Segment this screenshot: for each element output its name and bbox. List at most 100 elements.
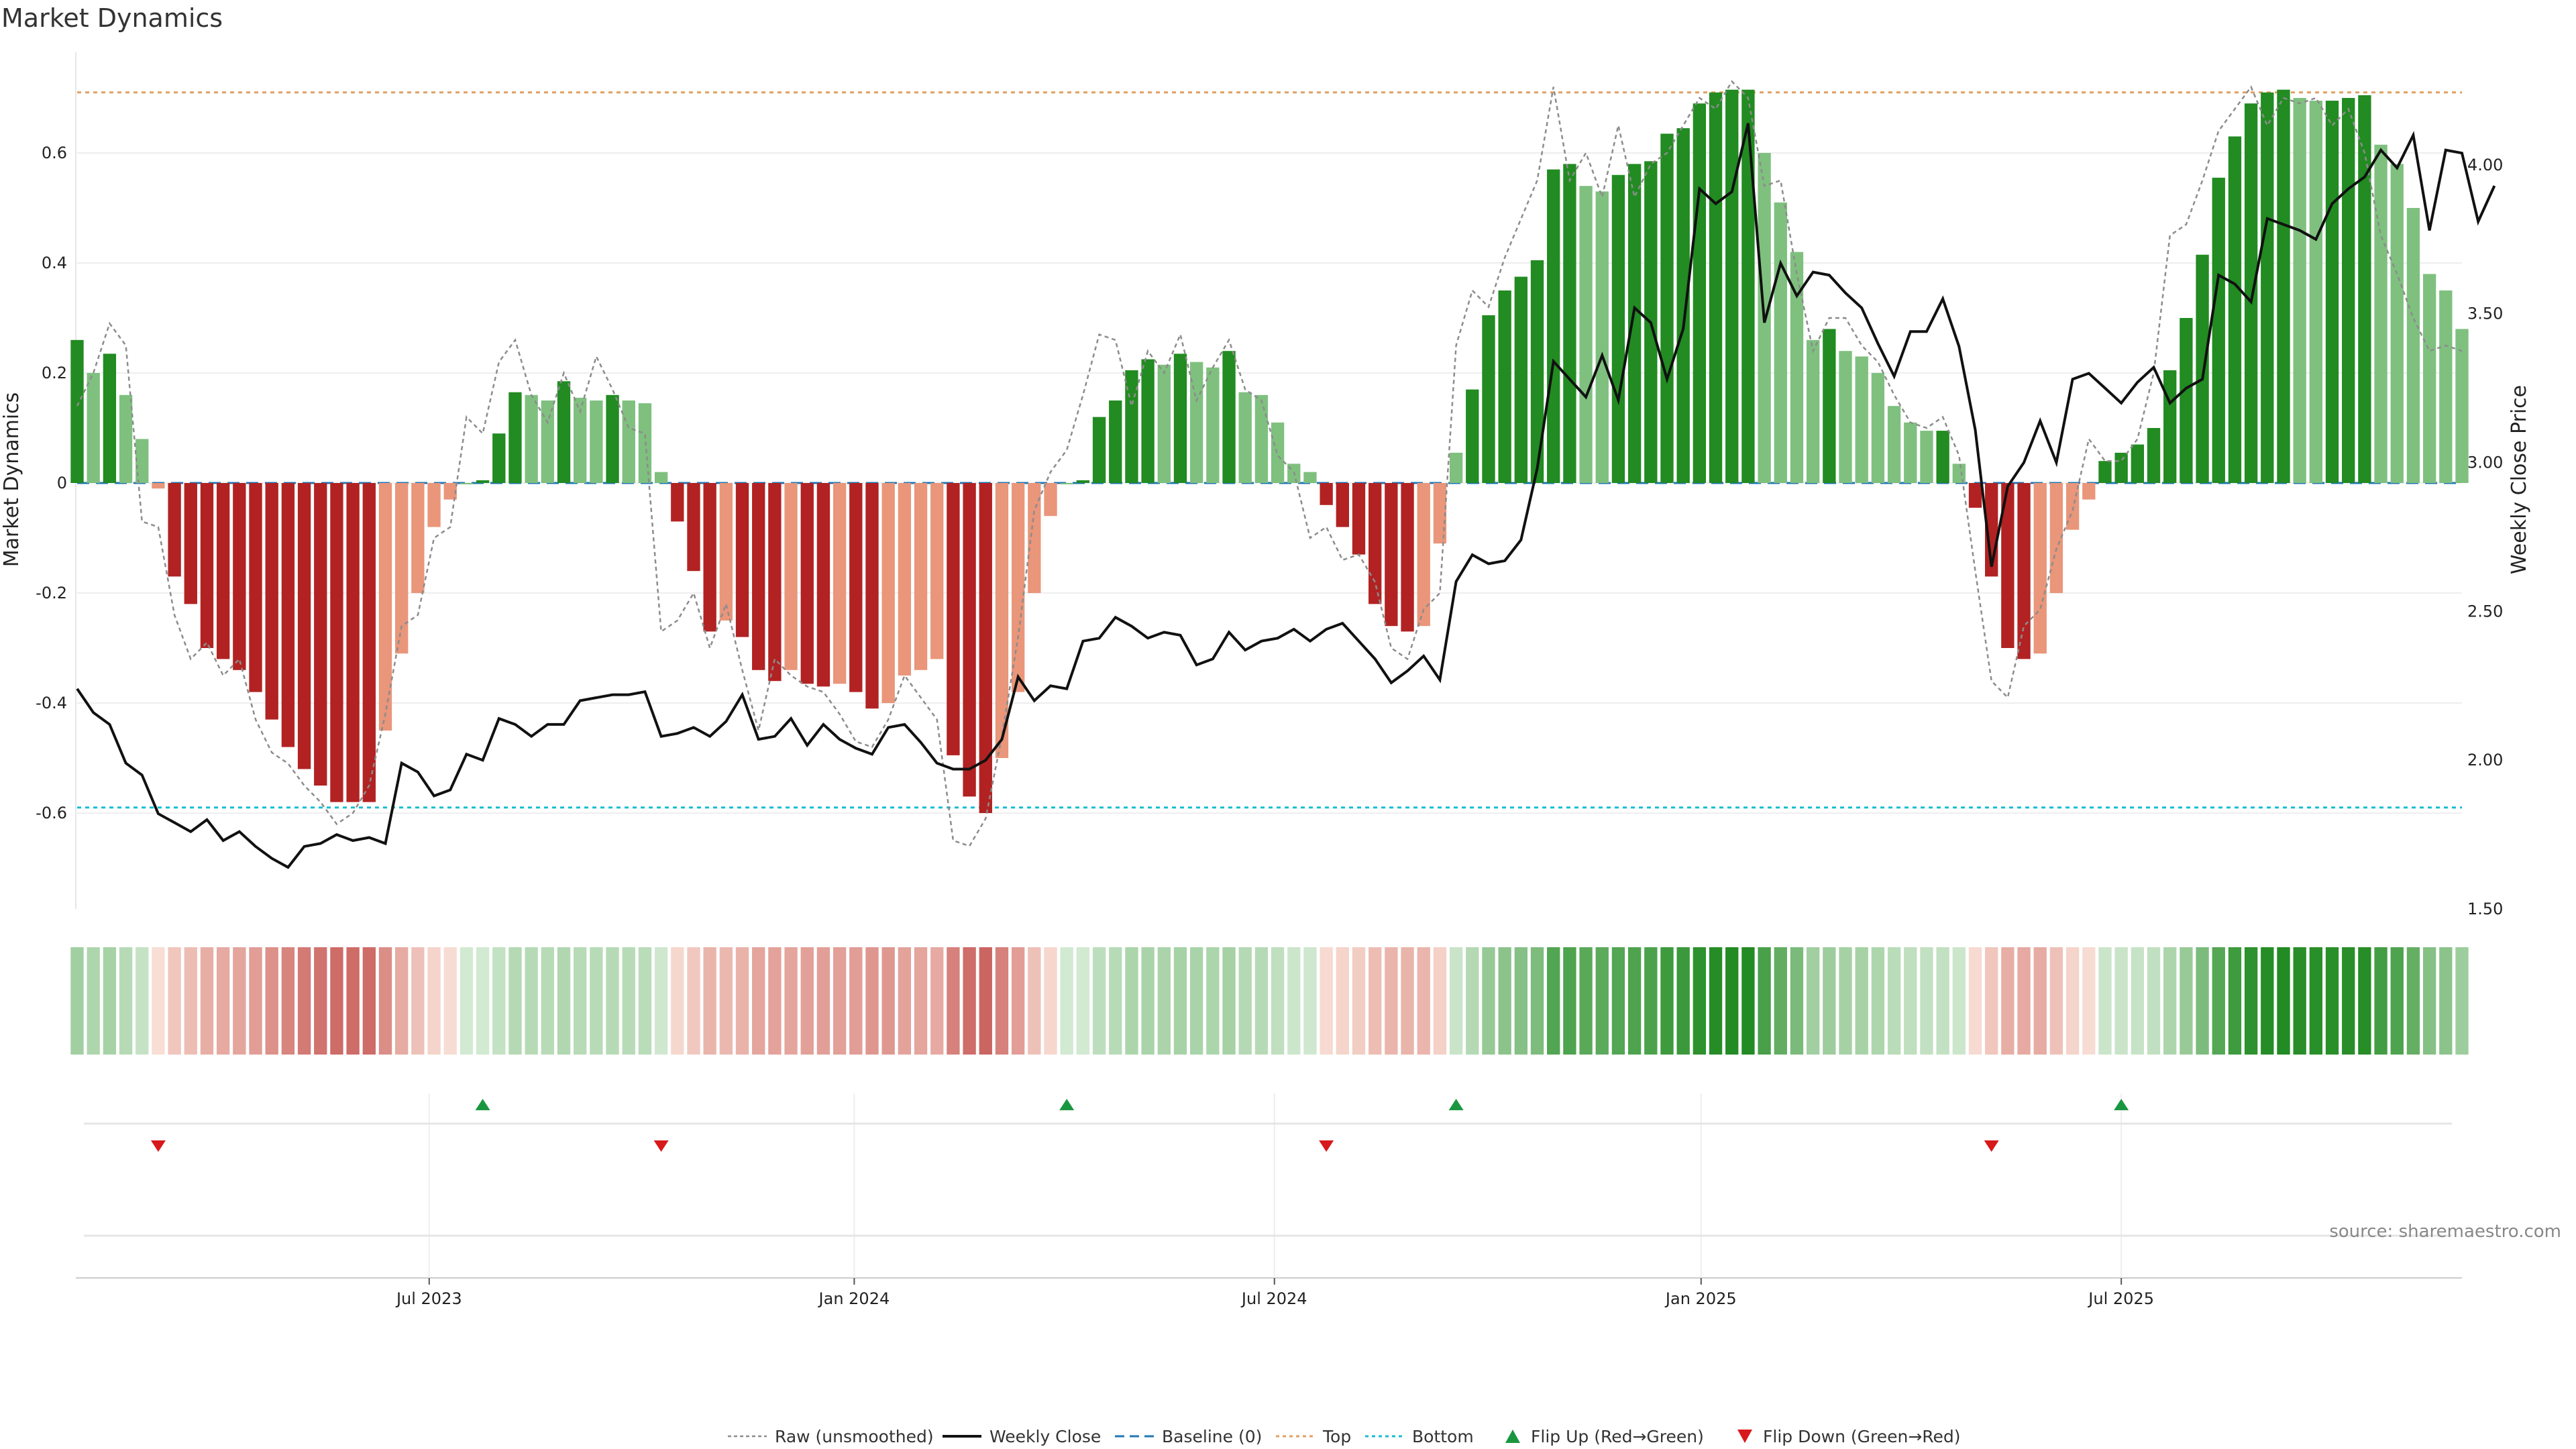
- dynamics-bar: [784, 483, 798, 670]
- dynamics-bar: [979, 483, 992, 813]
- heat-cell: [281, 947, 295, 1055]
- heat-cell: [525, 947, 538, 1055]
- heat-cell: [2017, 947, 2031, 1055]
- heat-cell: [1417, 947, 1430, 1055]
- dynamics-bar: [1855, 356, 1868, 483]
- dynamics-bar: [1774, 202, 1787, 483]
- dynamics-bar: [1498, 290, 1511, 483]
- x-tick-label: Jan 2025: [1664, 1289, 1737, 1308]
- dynamics-bar: [947, 483, 960, 755]
- dynamics-bar: [2342, 98, 2355, 483]
- dynamics-bar: [411, 483, 425, 593]
- dynamics-bar: [1222, 351, 1236, 483]
- dynamics-bar: [184, 483, 197, 604]
- dynamics-bar: [963, 483, 976, 797]
- dynamics-bar: [1547, 169, 1560, 483]
- dynamics-bar: [1936, 431, 1949, 483]
- dynamics-bar: [1060, 483, 1073, 484]
- dynamics-bar: [168, 483, 181, 577]
- y2-tick-label: 3.50: [2467, 305, 2503, 323]
- heat-cell: [2358, 947, 2371, 1055]
- heat-cell: [362, 947, 376, 1055]
- dynamics-bar: [1871, 373, 1885, 483]
- heat-cell: [1514, 947, 1528, 1055]
- dynamics-bar: [152, 483, 165, 489]
- dynamics-bar: [622, 400, 635, 483]
- weekly-close-line: [76, 123, 2496, 869]
- heat-cell: [1563, 947, 1576, 1055]
- x-tick-label: Jan 2024: [818, 1289, 890, 1308]
- dynamics-bar: [525, 394, 538, 483]
- dynamics-bar: [1482, 315, 1495, 483]
- dynamics-bar: [2163, 370, 2177, 483]
- dynamics-bar: [1271, 422, 1285, 483]
- heat-cell: [508, 947, 522, 1055]
- heat-cell: [346, 947, 360, 1055]
- heat-cell: [1222, 947, 1236, 1055]
- dynamics-bar: [2180, 318, 2193, 483]
- heat-cell: [1190, 947, 1203, 1055]
- heat-cell: [816, 947, 830, 1055]
- heat-cell: [492, 947, 506, 1055]
- heat-cell: [622, 947, 635, 1055]
- dynamics-bar: [1709, 92, 1723, 484]
- dynamics-bar: [1336, 483, 1349, 527]
- dynamics-bar: [768, 483, 782, 682]
- dynamics-bar: [2196, 254, 2209, 483]
- dynamics-bar: [492, 433, 506, 483]
- dynamics-bar: [557, 381, 571, 483]
- heat-cell: [833, 947, 847, 1055]
- heat-cell: [1076, 947, 1090, 1055]
- dynamics-bar: [119, 394, 133, 483]
- flip-down-marker: [150, 1140, 166, 1152]
- y-axis-label: Market Dynamics: [0, 392, 23, 568]
- dynamics-bar: [606, 394, 619, 483]
- dynamics-bar: [1676, 128, 1690, 484]
- dynamics-bar: [314, 483, 327, 786]
- dynamics-bar: [443, 483, 457, 500]
- heat-cell: [881, 947, 895, 1055]
- y-tick-label: -0.2: [36, 584, 67, 602]
- dynamics-bar: [2114, 452, 2128, 483]
- dynamics-bar: [1952, 464, 1966, 483]
- heat-cell: [1790, 947, 1804, 1055]
- dynamics-bar: [2455, 329, 2469, 483]
- heat-cell: [1644, 947, 1658, 1055]
- heat-cell: [1482, 947, 1495, 1055]
- heat-cell: [1157, 947, 1171, 1055]
- heat-cell: [2325, 947, 2339, 1055]
- heat-cell: [1855, 947, 1868, 1055]
- heat-cell: [898, 947, 912, 1055]
- flip-down-marker: [653, 1140, 669, 1152]
- x-tick-label: Jul 2023: [395, 1289, 462, 1308]
- dynamics-bar: [1433, 483, 1447, 544]
- heat-cell: [1141, 947, 1155, 1055]
- legend-item: Weekly Close: [943, 1427, 1101, 1446]
- heat-cell: [2212, 947, 2225, 1055]
- dynamics-bar: [2293, 98, 2306, 483]
- heat-cell: [930, 947, 944, 1055]
- dynamics-bar: [995, 483, 1009, 758]
- x-axis-ticks: Jul 2023 Jan 2024 Jul 2024 Jan 2025 Jul 2025: [395, 1278, 2154, 1308]
- dynamics-bar: [735, 483, 749, 637]
- dynamics-bar: [1238, 392, 1252, 483]
- heat-cell: [168, 947, 181, 1055]
- heat-cell: [1968, 947, 1982, 1055]
- heat-cell: [152, 947, 165, 1055]
- heat-cell: [1449, 947, 1463, 1055]
- heat-cell: [136, 947, 149, 1055]
- heat-cell: [963, 947, 976, 1055]
- dynamics-bar: [833, 483, 847, 684]
- heat-cell: [395, 947, 409, 1055]
- dynamics-bar: [1790, 252, 1804, 483]
- heat-cell: [1547, 947, 1560, 1055]
- heat-cell: [606, 947, 619, 1055]
- heat-cell: [443, 947, 457, 1055]
- dynamics-bar: [590, 400, 603, 483]
- dynamics-bar: [1839, 351, 1852, 483]
- legend-label: Baseline (0): [1162, 1427, 1262, 1446]
- heat-cell: [1206, 947, 1220, 1055]
- dynamics-bar: [1693, 103, 1707, 483]
- dynamics-bar: [136, 439, 149, 483]
